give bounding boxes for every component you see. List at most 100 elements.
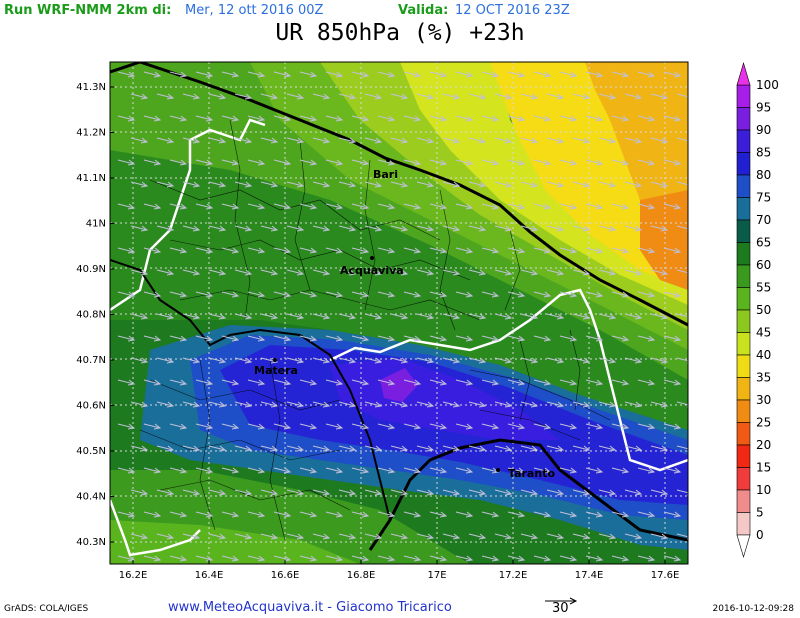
wind-arrow [260,181,278,187]
wind-arrow [273,423,291,429]
wind-arrow-head [374,137,383,144]
wind-arrow-head [673,511,682,518]
wind-arrow-head [413,291,422,298]
wind-arrow [663,511,681,517]
wind-arrow [507,71,525,77]
wind-arrow [507,555,525,561]
wind-arrow [377,71,395,77]
wind-arrow [663,291,681,297]
wind-arrow [585,71,603,77]
wind-arrow-head [192,313,201,320]
wind-arrow-head [400,313,409,320]
wind-arrow-head [608,181,617,188]
wind-arrow [572,445,590,451]
map-frame [109,61,689,565]
wind-arrow [182,445,200,451]
wind-arrow-head [426,181,435,188]
wind-arrow-head [439,423,448,430]
wind-arrow [312,401,330,407]
wind-arrow [208,445,226,451]
wind-arrow [325,555,343,561]
wind-arrow-head [569,203,578,210]
valid-date: 12 OCT 2016 23Z [455,3,570,18]
wind-arrow-head [205,555,214,562]
wind-arrow [273,379,291,385]
wind-arrow [260,489,278,495]
wind-arrow-head [387,423,396,430]
wind-arrow [260,269,278,275]
wind-arrow [169,467,187,473]
wind-arrow-head [504,181,513,188]
wind-arrow-head [543,335,552,342]
wind-arrow [156,401,174,407]
wind-arrow [195,159,213,165]
wind-arrow-head [179,379,188,386]
wind-arrow [390,489,408,495]
wind-arrow [611,159,629,165]
wind-arrow-head [270,445,279,452]
wind-arrow [624,401,642,407]
wind-arrow [117,159,135,165]
wind-arrow-head [127,247,136,254]
wind-arrow-head [166,225,175,232]
wind-arrow [455,159,473,165]
wind-arrow-head [413,335,422,342]
wind-arrow-head [140,313,149,320]
wind-arrow [559,511,577,517]
wind-arrow-head [660,357,669,364]
wind-arrow [559,555,577,561]
wind-arrow-head [439,335,448,342]
wind-arrow [117,379,135,385]
wind-arrow-head [478,357,487,364]
wind-arrow-head [166,181,175,188]
colorbar-swatch [736,152,751,176]
wind-arrow [286,93,304,99]
wind-arrow-head [452,137,461,144]
wind-arrow-head [673,335,682,342]
wind-arrow [520,313,538,319]
wind-arrow-head [257,291,266,298]
wind-arrow-head [244,445,253,452]
wind-arrow [520,137,538,143]
wind-arrow [195,115,213,121]
wind-arrow [377,115,395,121]
colorbar-bottom-triangle [736,534,751,559]
footer-software: GrADS: COLA/IGES [4,604,89,614]
wind-arrow-head [387,335,396,342]
wind-arrow [299,291,317,297]
wind-arrow-head [296,269,305,276]
region-border-west [110,118,266,312]
wind-arrow [299,467,317,473]
wind-arrow-head [361,423,370,430]
wind-arrow [390,137,408,143]
wind-arrow-head [504,401,513,408]
wind-arrow [429,71,447,77]
wind-arrow [481,555,499,561]
wind-arrow-head [140,533,149,540]
wind-arrow-head [283,335,292,342]
wind-arrow-head [296,401,305,408]
wind-arrow-head [608,137,617,144]
wind-arrow [273,203,291,209]
wind-arrow-head [270,137,279,144]
lat-tick-label: 40.3N [76,537,106,548]
wind-arrow [429,335,447,341]
wind-arrow-head [257,335,266,342]
wind-arrow-head [660,489,669,496]
wind-arrow-head [608,357,617,364]
wind-arrow-head [140,93,149,100]
wind-arrow [481,115,499,121]
wind-arrow-head [517,71,526,78]
colorbar-swatch [736,399,751,423]
wind-arrow [286,445,304,451]
lat-tick-label: 40.7N [76,355,106,366]
wind-arrow-head [361,247,370,254]
wind-arrow-head [270,401,279,408]
wind-arrow-head [543,203,552,210]
wind-arrow-head [673,423,682,430]
wind-arrow [312,225,330,231]
wind-arrow-head [257,467,266,474]
wind-arrow [234,93,252,99]
wind-arrow-head [179,203,188,210]
wind-arrow-head [478,93,487,100]
